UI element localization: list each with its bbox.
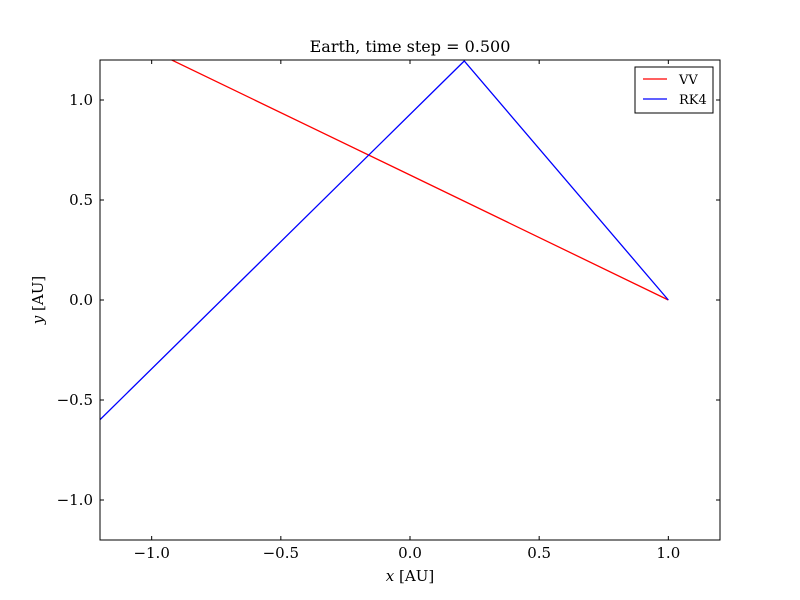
y-axis-label: y [AU]: [29, 276, 47, 325]
x-tick-label: −1.0: [133, 544, 169, 562]
series-line-rk4: [100, 60, 669, 421]
y-axis-label-unit: [AU]: [29, 276, 47, 316]
chart-title: Earth, time step = 0.500: [310, 37, 511, 56]
y-tick-label: 0.5: [69, 191, 93, 209]
x-axis-label-var: x: [386, 567, 395, 585]
tick-layer: −1.0 −0.5 0.0 0.5 1.0 −1.0 −0.5 0.0 0.5 1.0: [57, 60, 720, 562]
y-tick-label: −1.0: [57, 491, 93, 509]
x-tick-label: 1.0: [656, 544, 680, 562]
series-line-vv: [170, 60, 669, 301]
y-axis-label-var: y: [29, 315, 47, 325]
y-tick-label: 0.0: [69, 291, 93, 309]
legend: VV RK4: [634, 66, 714, 114]
x-tick-label: −0.5: [263, 544, 299, 562]
plot-area: [100, 60, 720, 540]
legend-frame: [634, 66, 714, 114]
legend-label-rk4: RK4: [679, 93, 707, 108]
x-axis-label-unit: [AU]: [394, 567, 434, 585]
series-layer: [100, 60, 669, 421]
x-tick-label: 0.5: [527, 544, 551, 562]
x-axis-label: x [AU]: [386, 567, 434, 585]
y-tick-label: 1.0: [69, 91, 93, 109]
x-tick-label: 0.0: [398, 544, 422, 562]
y-tick-label: −0.5: [57, 391, 93, 409]
legend-label-vv: VV: [678, 73, 698, 88]
